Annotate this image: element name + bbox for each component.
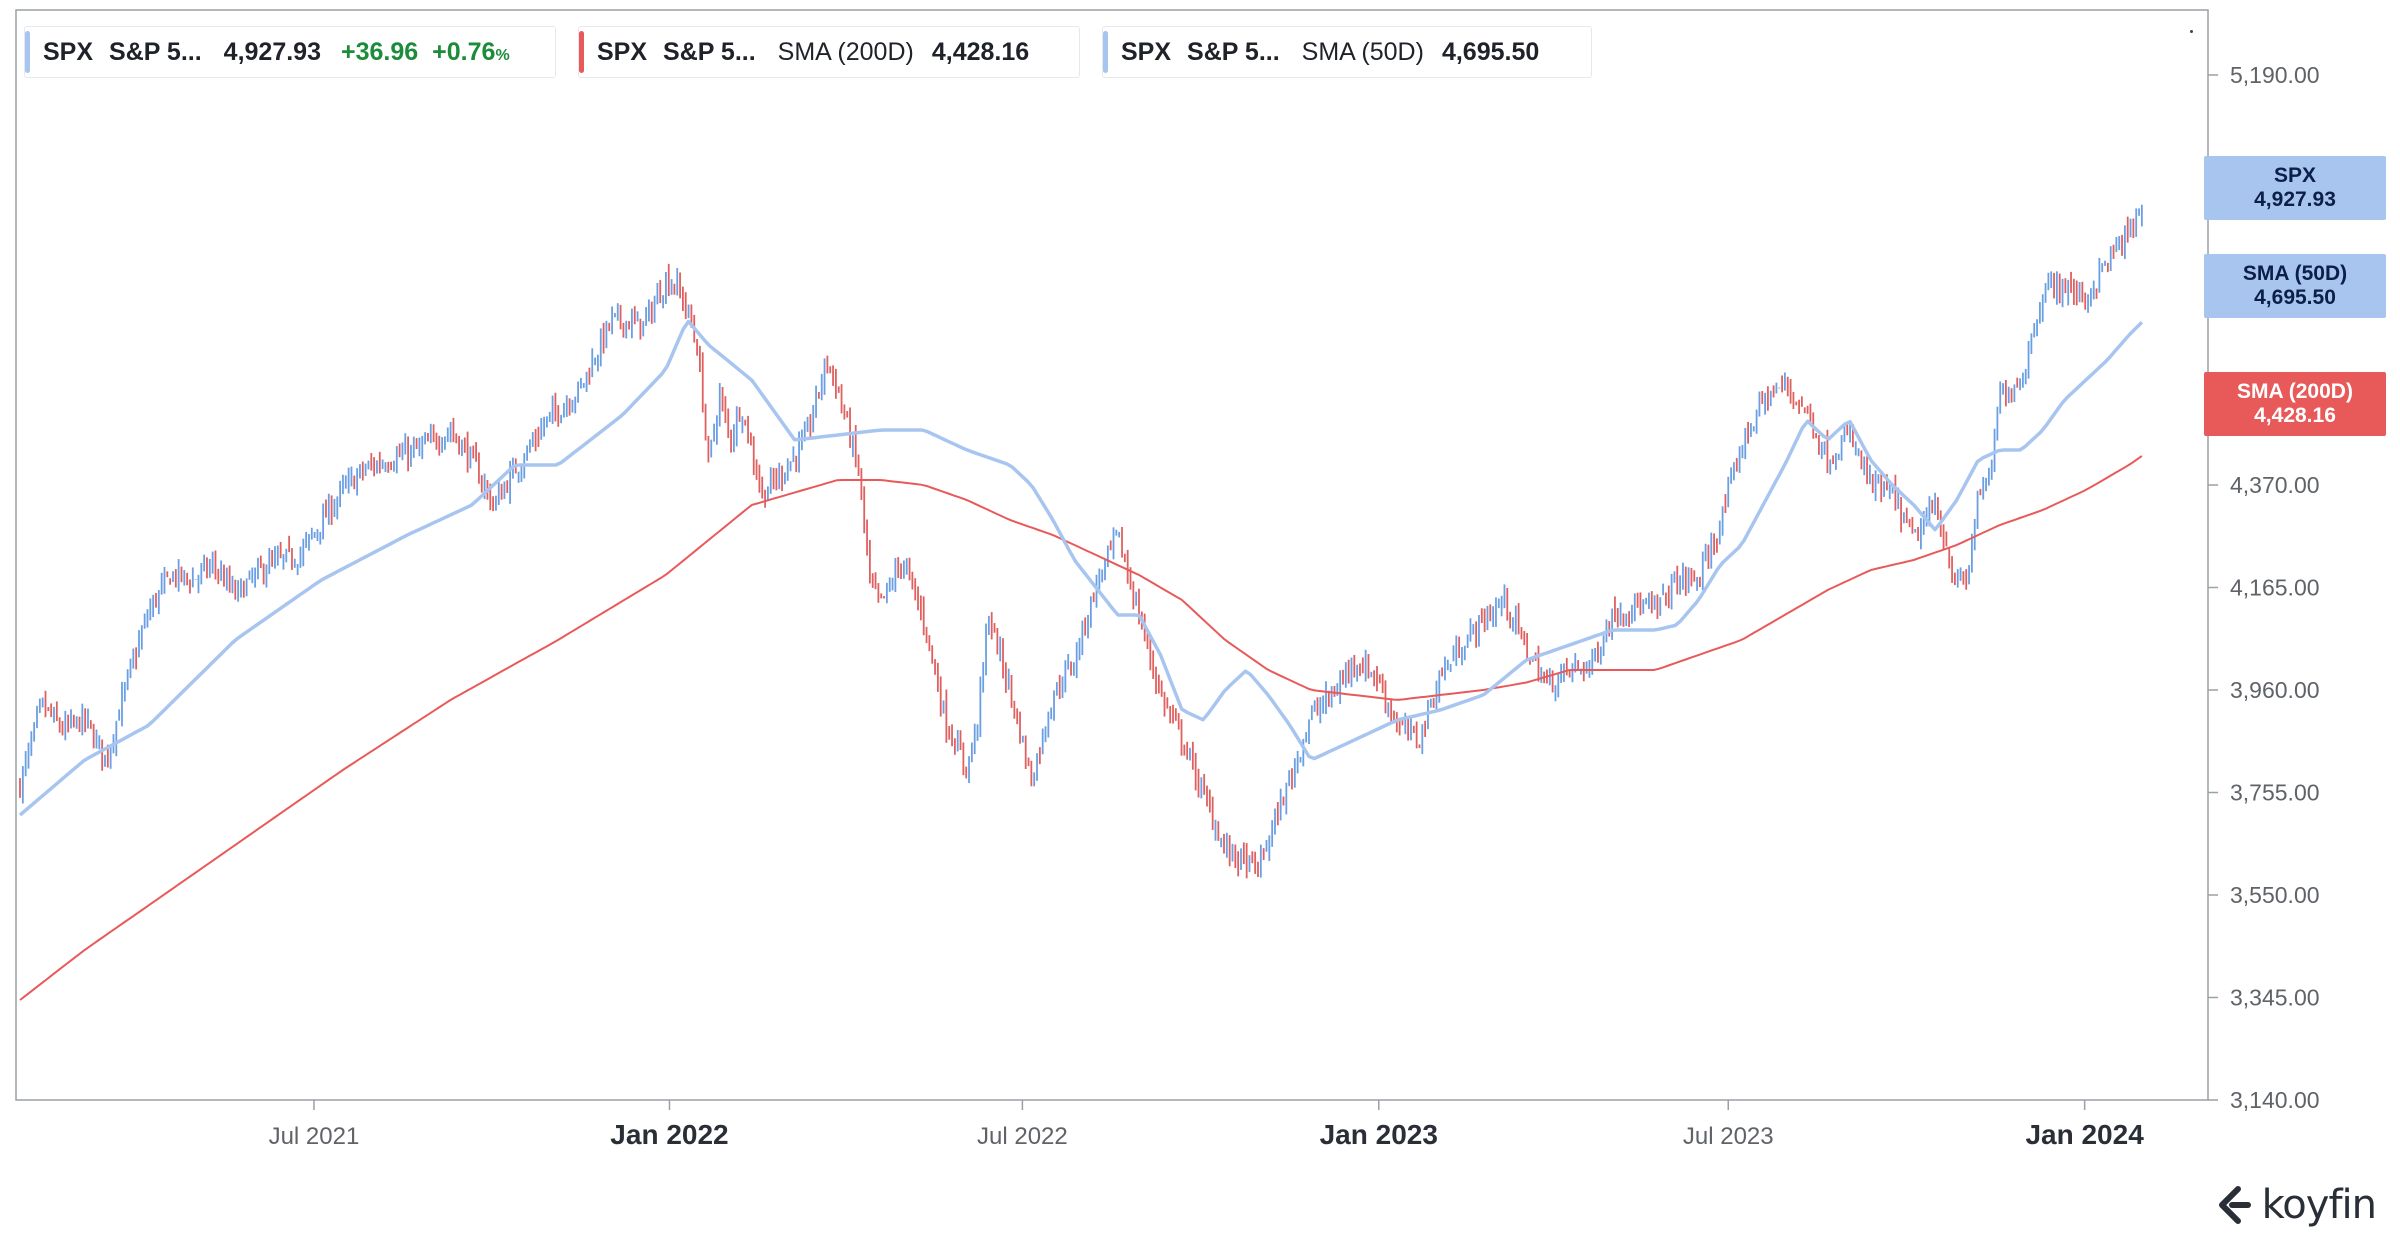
legend-name: S&P 5... [663, 37, 756, 66]
legend-name: S&P 5... [109, 37, 202, 66]
y-tick-label: 4,165.00 [2230, 575, 2320, 601]
sma-50d-line [18, 319, 2144, 817]
plot-frame [15, 9, 2209, 1101]
y-tick-label: 3,755.00 [2230, 780, 2320, 806]
legend-sma-200d[interactable]: SPX S&P 5... SMA (200D) 4,428.16 [578, 26, 1080, 78]
price-tag-label: SMA (50D) [2242, 262, 2348, 285]
legend-swatch [1103, 31, 1108, 73]
y-tick-label: 3,550.00 [2230, 882, 2320, 908]
legend-value: 4,927.93 [223, 37, 321, 66]
legend-indicator: SMA (200D) [777, 37, 914, 66]
chart-menu-dot[interactable] [2190, 30, 2193, 33]
legend-ticker: SPX [43, 37, 94, 66]
price-tag-spx: SPX 4,927.93 [2204, 156, 2386, 220]
legend-indicator: SMA (50D) [1301, 37, 1424, 66]
legend-pct-sign: % [495, 46, 510, 64]
legend-ticker: SPX [1121, 37, 1172, 66]
x-tick-label: Jul 2022 [977, 1123, 1068, 1150]
legend-value: 4,695.50 [1441, 37, 1540, 66]
legend-value: 4,428.16 [931, 37, 1030, 66]
ohlc-bars [19, 204, 2143, 879]
legend-sma-50d[interactable]: SPX S&P 5... SMA (50D) 4,695.50 [1102, 26, 1592, 78]
x-tick-label: Jan 2023 [1320, 1119, 1438, 1150]
price-tag-value: 4,695.50 [2254, 286, 2336, 309]
legend-swatch [25, 31, 30, 73]
legend-ticker: SPX [597, 37, 648, 66]
price-tag-label: SMA (200D) [2237, 380, 2353, 403]
x-axis: Jul 2021 Jan 2022 Jul 2022 Jan 2023 Jul 2023… [269, 1100, 2144, 1150]
price-tag-sma-50d: SMA (50D) 4,695.50 [2204, 254, 2386, 318]
x-tick-label: Jul 2023 [1683, 1123, 1774, 1150]
legend-swatch [579, 31, 584, 73]
legend-name: S&P 5... [1187, 37, 1280, 66]
price-tag-value: 4,927.93 [2254, 188, 2336, 211]
koyfin-logo-text: koyfin [2261, 1182, 2377, 1228]
legend-spx-price[interactable]: SPX S&P 5... 4,927.93 +36.96 +0.76% [24, 26, 556, 78]
y-tick-label: 5,190.00 [2230, 62, 2320, 88]
sma-200d-line [19, 455, 2143, 1001]
x-tick-label: Jan 2022 [610, 1119, 728, 1150]
legend-pct-value: +0.76 [432, 37, 496, 66]
legend-change-pct: +0.76% [432, 38, 510, 67]
y-tick-label: 3,345.00 [2230, 985, 2320, 1011]
y-tick-label: 3,960.00 [2230, 677, 2320, 703]
price-tag-value: 4,428.16 [2254, 404, 2336, 427]
price-tag-label: SPX [2273, 164, 2317, 187]
koyfin-logo-icon [2218, 1186, 2251, 1224]
price-tag-sma-200d: SMA (200D) 4,428.16 [2204, 372, 2386, 436]
legend-change: +36.96 [341, 37, 419, 66]
x-tick-label: Jan 2024 [2025, 1119, 2144, 1150]
x-tick-label: Jul 2021 [269, 1123, 360, 1150]
y-tick-label: 3,140.00 [2230, 1087, 2320, 1113]
y-tick-label: 4,370.00 [2230, 472, 2320, 498]
koyfin-logo[interactable]: koyfin [2214, 1182, 2377, 1228]
